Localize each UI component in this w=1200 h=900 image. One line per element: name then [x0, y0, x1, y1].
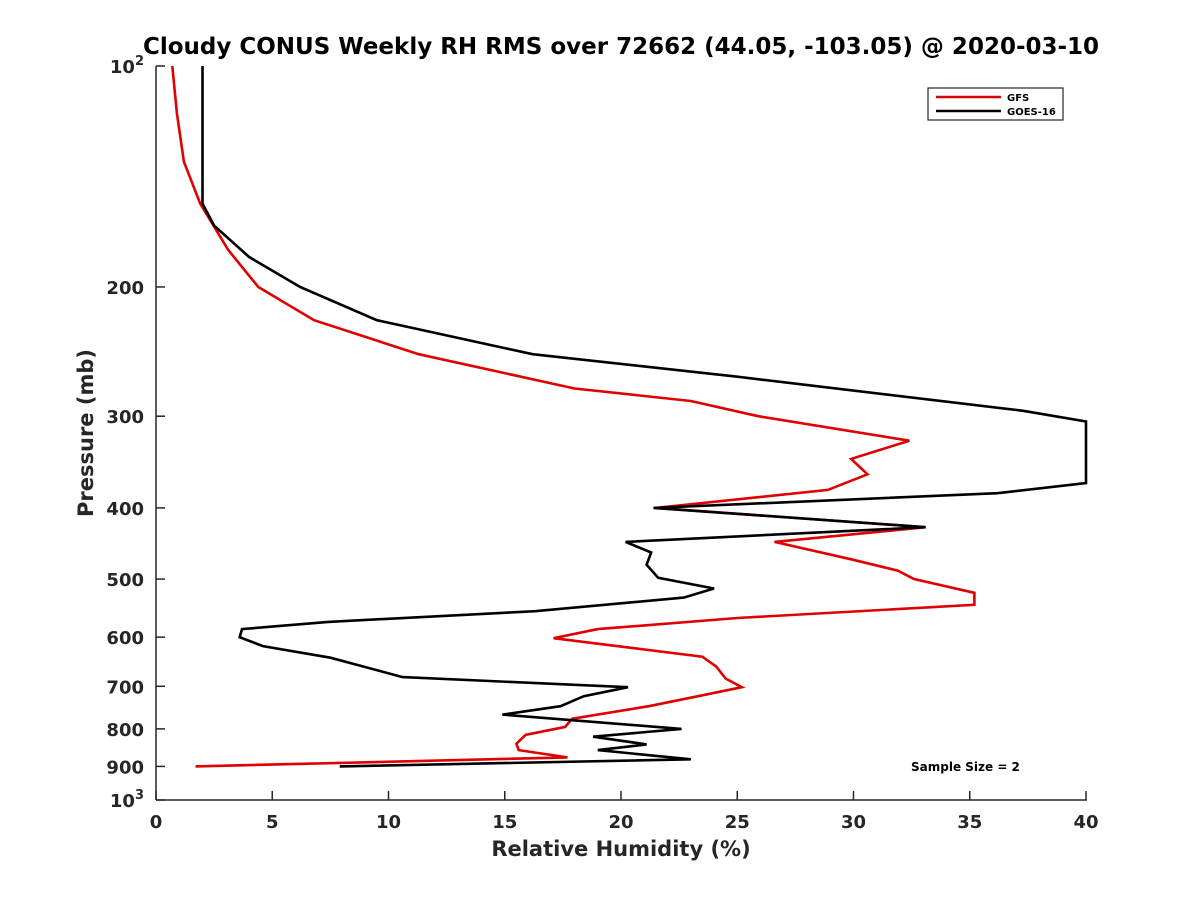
y-tick-label: 102	[110, 54, 144, 78]
series-layer	[171, 65, 1088, 768]
plot-area: 0 5 10 15 20 25 30 35 40 102 200 300 400 500 600 700 80…	[106, 54, 1098, 833]
x-tick-label: 25	[725, 812, 750, 833]
x-tick-label: 5	[266, 812, 279, 833]
x-tick-label: 40	[1073, 812, 1098, 833]
x-tick-label: 15	[492, 812, 517, 833]
y-tick-label: 700	[106, 677, 144, 698]
series-line-gfs	[171, 65, 976, 768]
x-tick-label: 35	[957, 812, 982, 833]
plot-frame	[157, 66, 1087, 800]
legend: GFS GOES-16	[927, 87, 1064, 121]
x-axis-label: Relative Humidity (%)	[491, 837, 750, 861]
x-tick-label: 10	[376, 812, 401, 833]
y-tick-label: 900	[106, 757, 144, 778]
chart-title: Cloudy CONUS Weekly RH RMS over 72662 (4…	[143, 34, 1099, 60]
y-tick-label: 500	[106, 570, 144, 591]
sample-size-annotation: Sample Size = 2	[911, 760, 1020, 774]
legend-box	[927, 87, 1064, 121]
y-tick-label: 600	[106, 628, 144, 649]
series-line-goes-16	[201, 66, 1088, 768]
y-tick-label: 400	[106, 499, 144, 520]
y-axis-label: Pressure (mb)	[74, 349, 98, 517]
y-tick-label: 800	[106, 720, 144, 741]
x-ticks: 0 5 10 15 20 25 30 35 40	[150, 791, 1099, 833]
y-ticks: 102 200 300 400 500 600 700 800 900 103	[106, 54, 165, 812]
legend-label-goes-16: GOES-16	[1007, 107, 1056, 118]
legend-label-gfs: GFS	[1007, 93, 1029, 104]
x-tick-label: 0	[150, 812, 163, 833]
y-tick-label: 300	[106, 407, 144, 428]
x-tick-label: 30	[841, 812, 866, 833]
y-tick-label: 103	[110, 788, 144, 812]
x-tick-label: 20	[608, 812, 633, 833]
y-tick-label: 200	[106, 278, 144, 299]
